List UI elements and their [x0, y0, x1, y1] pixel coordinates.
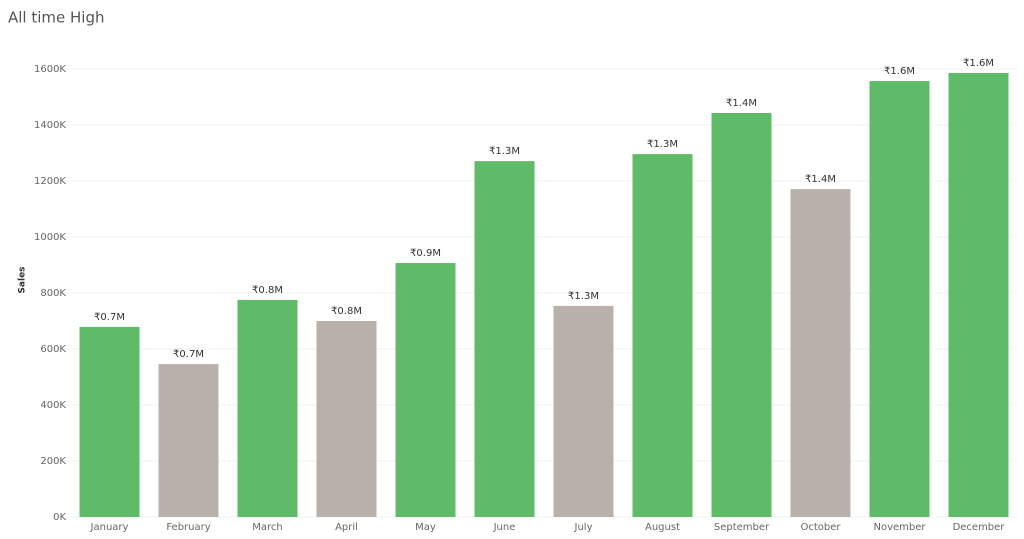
x-tick-label: May	[415, 522, 436, 533]
data-label: ₹0.9M	[410, 248, 441, 259]
x-tick-label: April	[335, 522, 358, 533]
bar	[474, 161, 535, 517]
y-tick-label: 0K	[53, 512, 66, 523]
x-tick-label: March	[252, 522, 282, 533]
y-tick-label: 1200K	[34, 176, 66, 187]
x-tick-label: August	[645, 522, 680, 533]
bar	[948, 72, 1009, 518]
data-label: ₹0.7M	[173, 349, 204, 360]
bar	[632, 154, 693, 517]
x-tick-label: July	[574, 522, 593, 533]
y-tick-label: 400K	[40, 400, 66, 411]
data-label: ₹1.4M	[726, 98, 757, 109]
bar	[395, 263, 456, 517]
data-label: ₹1.4M	[805, 174, 836, 185]
data-label: ₹0.8M	[331, 306, 362, 317]
y-tick-label: 600K	[40, 344, 66, 355]
bar	[237, 300, 298, 517]
x-tick-label: September	[714, 522, 770, 533]
x-tick-label: January	[90, 522, 129, 533]
y-tick-label: 800K	[40, 288, 66, 299]
data-label: ₹1.6M	[884, 66, 915, 77]
x-tick-label: February	[166, 522, 210, 533]
y-axis-title: Sales	[18, 266, 28, 293]
x-tick-label: December	[953, 522, 1006, 533]
bar	[316, 321, 377, 517]
bar	[869, 81, 930, 517]
x-tick-label: October	[800, 522, 841, 533]
x-tick-label: November	[873, 522, 926, 533]
bar	[158, 364, 219, 517]
bar	[790, 189, 851, 517]
y-tick-label: 1000K	[34, 232, 66, 243]
data-label: ₹1.3M	[489, 146, 520, 157]
bar	[553, 305, 614, 517]
y-tick-label: 1600K	[34, 64, 66, 75]
data-label: ₹1.3M	[568, 291, 599, 302]
data-label: ₹1.6M	[963, 58, 994, 69]
data-label: ₹1.3M	[647, 139, 678, 150]
y-tick-label: 200K	[40, 456, 66, 467]
data-label: ₹0.8M	[252, 285, 283, 296]
bar	[79, 326, 140, 517]
chart-title: All time High	[8, 9, 105, 27]
bar	[711, 112, 772, 518]
data-label: ₹0.7M	[94, 312, 125, 323]
x-tick-label: June	[493, 522, 516, 533]
y-tick-label: 1400K	[34, 120, 66, 131]
